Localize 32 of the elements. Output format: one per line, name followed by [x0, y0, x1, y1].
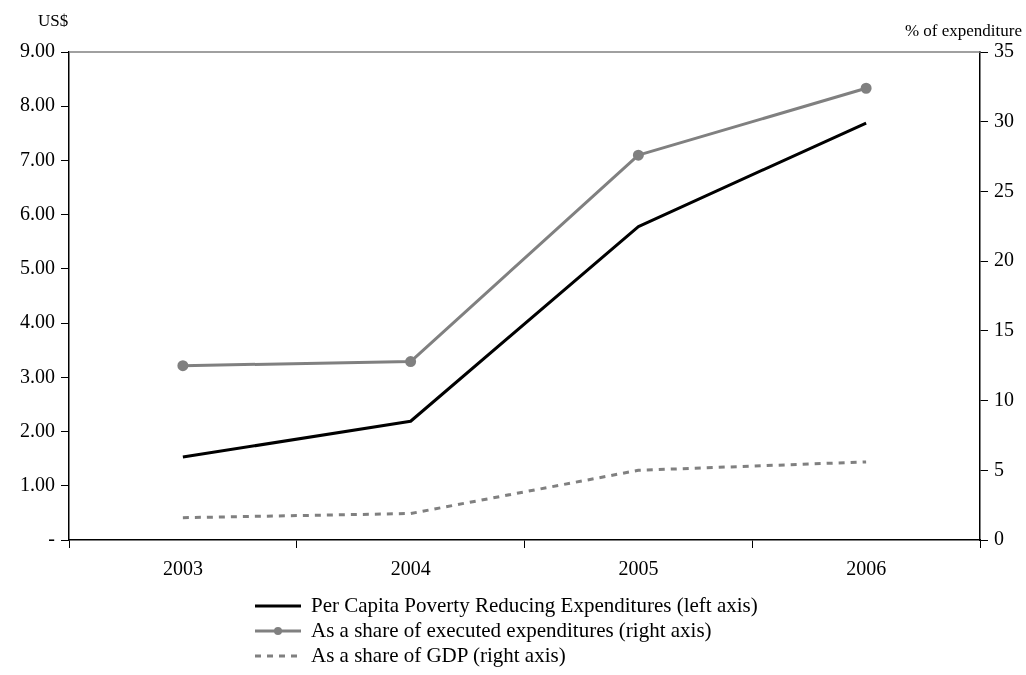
legend-label: As a share of executed expenditures (right axis)	[311, 618, 712, 643]
y-axis-title: US$	[38, 10, 69, 30]
x-tick-label: 2004	[390, 557, 431, 580]
x-tick-label: 2006	[846, 557, 887, 580]
y-tick-label: 8.00	[20, 93, 55, 116]
y-tick-label: 6.00	[20, 201, 55, 224]
y2-tick-label: 30	[994, 108, 1014, 131]
y-tick-label: 4.00	[20, 310, 55, 333]
y-tick-label: 9.00	[20, 39, 55, 62]
y2-axis-title: % of expenditure	[904, 20, 1022, 40]
point	[860, 82, 872, 94]
y2-tick-label: 10	[994, 387, 1014, 410]
legend-label: As a share of GDP (right axis)	[311, 643, 566, 668]
x-tick-label: 2005	[618, 557, 659, 580]
y2-tick-label: 35	[994, 39, 1014, 62]
line-series	[181, 460, 868, 520]
y-tick-label: 5.00	[20, 256, 55, 279]
y-tick-label: 1.00	[20, 473, 55, 496]
y-tick-label: 2.00	[20, 418, 55, 441]
y2-tick-label: 15	[994, 318, 1014, 341]
y2-tick-label: 20	[994, 248, 1014, 271]
y2-tick-label: 5	[994, 457, 1004, 480]
y2-tick-label: 25	[994, 178, 1014, 201]
point	[632, 149, 644, 161]
point	[405, 356, 417, 368]
y-tick-label: 7.00	[20, 147, 55, 170]
point	[177, 360, 189, 372]
legend-label: Per Capita Poverty Reducing Expenditures (left axis)	[311, 593, 758, 618]
y2-tick-label: 0	[994, 527, 1004, 550]
y-tick-label: -	[48, 527, 55, 550]
x-tick-label: 2003	[162, 557, 203, 580]
y-tick-label: 3.00	[20, 364, 55, 387]
